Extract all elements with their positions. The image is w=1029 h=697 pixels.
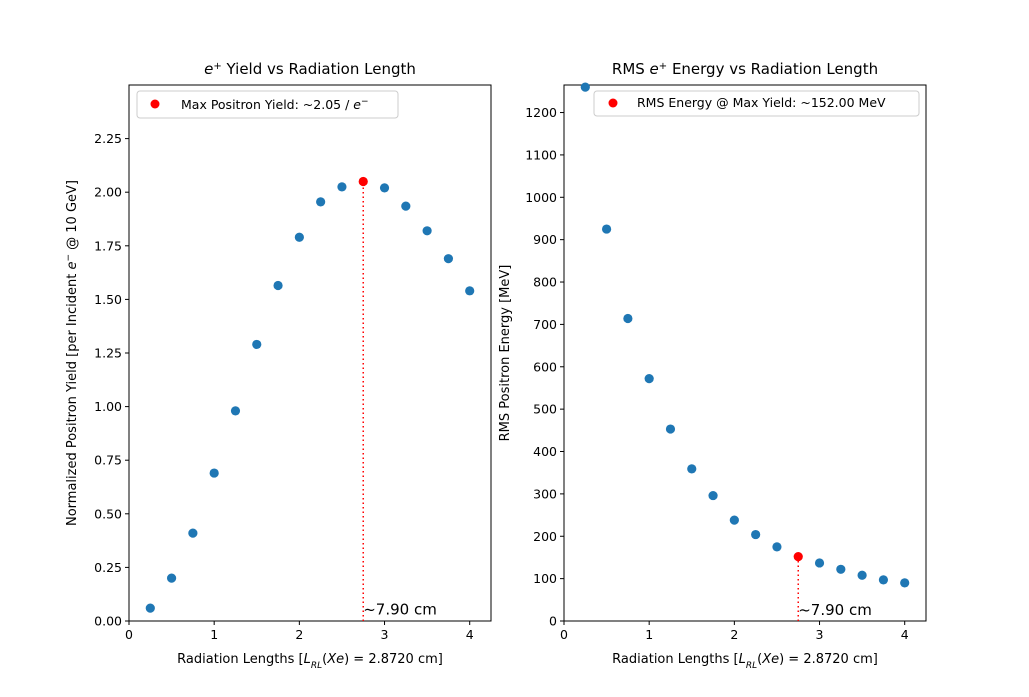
yield-plot-frame: [128, 84, 492, 622]
rms-data-point: [857, 570, 867, 580]
rms-y-ticks: 0 100 200 300 400 500 600 700 800 900 1000 1100 1200: [525, 105, 564, 629]
rms-y-tick-label: 900: [533, 232, 557, 247]
rms-y-tick-label: 700: [533, 317, 557, 332]
yield-data-point: [145, 603, 155, 613]
yield-data-point: [422, 226, 432, 236]
yield-x-tick-label: 0: [125, 627, 133, 642]
rms-data-point: [601, 224, 612, 234]
rms-data-point: [623, 313, 633, 324]
yield-data-point: [379, 183, 390, 193]
yield-y-tick-label: 1.75: [94, 238, 122, 253]
rms-data-point: [836, 564, 846, 574]
yield-data-point: [294, 232, 304, 242]
rms-y-tick-label: 1200: [525, 105, 557, 120]
yield-data-point: [188, 528, 198, 538]
rms-data-point: [900, 578, 910, 588]
yield-data-point: [273, 280, 283, 291]
yield-y-axis-label: Normalized Positron Yield [per Incident …: [64, 180, 80, 526]
yield-data-point: [209, 468, 219, 478]
yield-y-tick-label: 0.00: [94, 614, 122, 629]
yield-y-tick-label: 0.50: [94, 506, 122, 521]
yield-points: [145, 176, 475, 613]
yield-chart-title: e+ Yield vs Radiation Length: [204, 60, 416, 78]
yield-x-axis-label: Radiation Lengths [LRL(Xe) = 2.8720 cm]: [177, 652, 443, 671]
yield-x-ticks: 0 1 2 3 4: [125, 621, 474, 642]
rms-legend-box: [593, 90, 920, 117]
yield-data-point: [316, 197, 326, 207]
yield-legend-marker: [150, 99, 160, 109]
rms-y-tick-label: 1000: [525, 190, 557, 205]
rms-data-point: [729, 515, 739, 525]
rms-data-point: [708, 490, 718, 501]
yield-legend-label: Max Positron Yield: ~2.05 / e−: [181, 97, 369, 112]
yield-data-point: [465, 286, 475, 296]
yield-data-point: [230, 406, 241, 416]
rms-y-tick-label: 1100: [525, 147, 557, 162]
rms-data-point: [814, 558, 825, 568]
yield-legend-box: [136, 90, 399, 119]
yield-max-point: [358, 176, 368, 187]
rms-data-point: [772, 542, 782, 552]
rms-depth-annotation: ~7.90 cm: [798, 601, 872, 619]
rms-y-tick-label: 600: [533, 359, 557, 374]
rms-points: [580, 82, 910, 588]
yield-x-tick-label: 4: [466, 627, 474, 642]
rms-legend: RMS Energy @ Max Yield: ~152.00 MeV: [593, 90, 920, 117]
yield-x-tick-label: 2: [295, 627, 303, 642]
yield-legend: Max Positron Yield: ~2.05 / e−: [136, 90, 399, 119]
yield-x-tick-label: 1: [210, 627, 218, 642]
rms-data-point: [665, 424, 676, 434]
rms-y-tick-label: 0: [549, 614, 557, 629]
yield-data-point: [252, 339, 262, 350]
rms-x-tick-label: 4: [901, 627, 909, 642]
yield-data-point: [401, 201, 411, 211]
rms-y-tick-label: 100: [533, 571, 557, 586]
rms-y-tick-label: 500: [533, 402, 557, 417]
yield-data-point: [443, 254, 454, 264]
rms-x-ticks: 0 1 2 3 4: [560, 621, 909, 642]
yield-y-tick-label: 2.25: [94, 131, 122, 146]
rms-y-tick-label: 400: [533, 444, 557, 459]
rms-y-axis-label: RMS Positron Energy [MeV]: [498, 265, 513, 442]
rms-data-point: [644, 374, 654, 384]
yield-y-ticks: 0.00 0.25 0.50 0.75 1.00 1.25 1.50 1.75 2.00 2.25: [94, 131, 129, 629]
yield-data-point: [166, 573, 177, 583]
rms-x-tick-label: 3: [816, 627, 824, 642]
rms-y-tick-label: 800: [533, 275, 557, 290]
rms-data-point: [878, 575, 889, 585]
rms-max-point: [793, 551, 803, 562]
yield-y-tick-label: 0.25: [94, 560, 122, 575]
yield-y-tick-label: 2.00: [94, 185, 122, 200]
rms-y-tick-label: 300: [533, 486, 557, 501]
yield-y-tick-label: 1.50: [94, 292, 122, 307]
rms-x-tick-label: 1: [645, 627, 653, 642]
rms-data-point: [687, 464, 697, 474]
rms-data-point: [751, 529, 761, 540]
yield-x-tick-label: 3: [381, 627, 389, 642]
yield-y-tick-label: 1.25: [94, 346, 122, 361]
rms-data-point: [580, 82, 590, 92]
rms-plot-frame: [563, 84, 927, 622]
rms-legend-marker: [608, 98, 618, 108]
yield-y-tick-label: 1.00: [94, 399, 122, 414]
rms-x-tick-label: 2: [730, 627, 738, 642]
yield-y-tick-label: 0.75: [94, 453, 122, 468]
rms-y-tick-label: 200: [533, 529, 557, 544]
yield-data-point: [337, 182, 347, 192]
rms-legend-label: RMS Energy @ Max Yield: ~152.00 MeV: [637, 95, 886, 110]
yield-depth-annotation: ~7.90 cm: [363, 601, 437, 619]
rms-x-axis-label: Radiation Lengths [LRL(Xe) = 2.8720 cm]: [612, 652, 878, 671]
rms-chart-title: RMS e+ Energy vs Radiation Length: [612, 60, 878, 78]
rms-x-tick-label: 0: [560, 627, 568, 642]
